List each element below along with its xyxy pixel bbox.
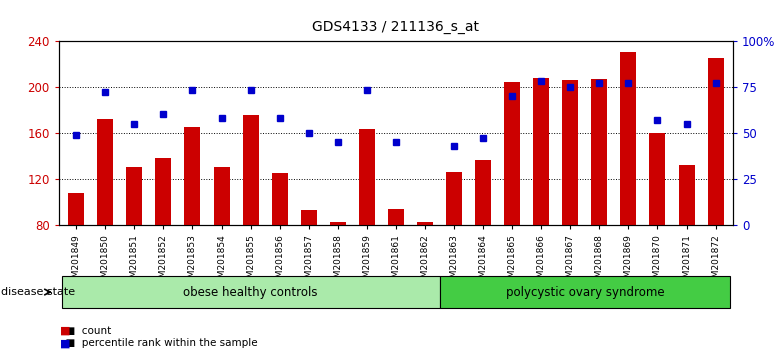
Bar <box>184 127 201 225</box>
Text: ■: ■ <box>60 338 71 348</box>
Bar <box>272 173 288 225</box>
Bar <box>678 165 695 225</box>
Bar <box>359 129 375 225</box>
Text: polycystic ovary syndrome: polycystic ovary syndrome <box>506 286 664 298</box>
Bar <box>68 193 84 225</box>
Bar <box>330 223 346 225</box>
Text: obese healthy controls: obese healthy controls <box>183 286 318 298</box>
Text: ■  percentile rank within the sample: ■ percentile rank within the sample <box>59 338 257 348</box>
Bar <box>475 160 491 225</box>
Bar <box>97 119 114 225</box>
Bar <box>649 133 666 225</box>
Bar <box>446 172 462 225</box>
Bar <box>62 276 440 308</box>
Bar <box>562 80 579 225</box>
Bar <box>591 79 608 225</box>
Text: ■  count: ■ count <box>59 326 111 336</box>
Bar <box>301 210 317 225</box>
Bar <box>504 82 520 225</box>
Bar <box>126 167 143 225</box>
Bar <box>417 223 433 225</box>
Text: GDS4133 / 211136_s_at: GDS4133 / 211136_s_at <box>312 19 480 34</box>
Bar <box>708 58 724 225</box>
Bar <box>533 78 550 225</box>
Bar <box>620 52 637 225</box>
Bar <box>388 209 404 225</box>
Text: disease state: disease state <box>1 287 75 297</box>
Bar <box>155 158 172 225</box>
Text: ■: ■ <box>60 326 71 336</box>
Bar <box>242 115 259 225</box>
Bar <box>440 276 730 308</box>
Bar <box>213 167 230 225</box>
